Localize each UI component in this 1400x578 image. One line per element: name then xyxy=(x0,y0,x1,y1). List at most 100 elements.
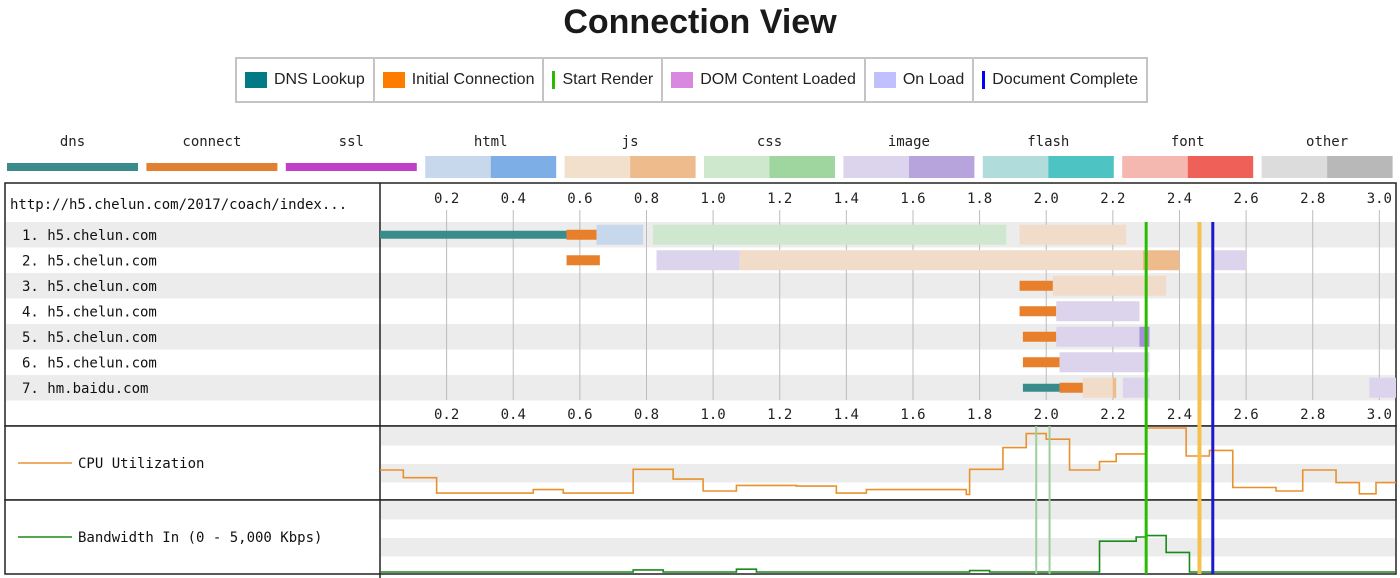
type-legend-label: connect xyxy=(182,134,241,150)
tick-label-bottom: 2.6 xyxy=(1233,407,1258,423)
type-legend-swatch xyxy=(630,156,696,178)
request-label: 7. hm.baidu.com xyxy=(22,381,148,397)
tick-label-top: 0.2 xyxy=(434,191,459,207)
tick-label-bottom: 1.4 xyxy=(834,407,859,423)
tick-label-bottom: 0.6 xyxy=(567,407,592,423)
cpu-utilization-line xyxy=(380,427,1396,496)
request-bar-connect xyxy=(1019,280,1053,291)
legend-swatch xyxy=(873,72,896,88)
legend-item-start-render: Start Render xyxy=(544,59,664,101)
legend-swatch xyxy=(982,71,986,89)
legend-label: Document Complete xyxy=(992,71,1139,88)
request-bar-image-wait xyxy=(656,250,740,271)
type-legend-swatch xyxy=(769,156,835,178)
request-bar-image xyxy=(1139,326,1150,347)
request-bar-connect xyxy=(1059,382,1083,393)
tick-label-top: 0.4 xyxy=(501,191,526,207)
cpu-label: CPU Utilization xyxy=(78,456,204,472)
tick-label-top: 1.8 xyxy=(967,191,992,207)
tick-label-bottom: 0.4 xyxy=(501,407,526,423)
request-bar-connect xyxy=(1022,357,1060,368)
tick-label-top: 3.0 xyxy=(1367,191,1392,207)
request-bar-js xyxy=(1112,377,1117,398)
legend-item-on-load: On Load xyxy=(866,59,975,101)
type-legend-swatch xyxy=(425,156,491,178)
bandwidth-label: Bandwidth In (0 - 5,000 Kbps) xyxy=(78,530,322,546)
request-label: 6. h5.chelun.com xyxy=(22,355,157,371)
request-bar-connect xyxy=(1022,331,1057,342)
type-legend-label: html xyxy=(474,134,508,150)
request-bar-image-wait xyxy=(1056,301,1140,322)
legend-label: DNS Lookup xyxy=(274,71,365,88)
tick-label-bottom: 0.2 xyxy=(434,407,459,423)
tick-label-bottom: 2.2 xyxy=(1100,407,1125,423)
request-bar-image-wait xyxy=(1212,250,1247,271)
type-legend-swatch xyxy=(1122,156,1188,178)
tick-label-top: 2.2 xyxy=(1100,191,1125,207)
type-legend-swatch xyxy=(1048,156,1114,178)
type-legend-label: other xyxy=(1306,134,1348,150)
tick-label-top: 0.6 xyxy=(567,191,592,207)
type-legend-swatch xyxy=(146,163,278,171)
tick-label-bottom: 3.0 xyxy=(1367,407,1392,423)
row-band xyxy=(6,273,1395,299)
tick-label-bottom: 0.8 xyxy=(634,407,659,423)
tick-label-bottom: 2.4 xyxy=(1167,407,1192,423)
tick-label-bottom: 1.6 xyxy=(900,407,925,423)
panel-band xyxy=(381,464,1395,483)
page-title: Connection View xyxy=(563,3,837,41)
type-legend-label: image xyxy=(888,134,930,150)
tick-label-bottom: 1.2 xyxy=(767,407,792,423)
type-legend-label: font xyxy=(1171,134,1205,150)
marker-legend: DNS Lookup Initial Connection Start Render… xyxy=(235,57,1149,103)
tick-label-top: 1.4 xyxy=(834,191,859,207)
page-url: http://h5.chelun.com/2017/coach/index... xyxy=(10,197,347,213)
request-label: 3. h5.chelun.com xyxy=(22,279,157,295)
panel-band xyxy=(381,427,1395,446)
type-legend-label: flash xyxy=(1027,134,1069,150)
type-legend-swatch xyxy=(490,156,557,178)
tick-label-top: 1.2 xyxy=(767,191,792,207)
request-bar-js xyxy=(1142,250,1180,271)
request-bar-html-wait xyxy=(596,224,644,245)
legend-item-initial-connection: Initial Connection xyxy=(375,59,545,101)
tick-label-top: 0.8 xyxy=(634,191,659,207)
request-label: 1. h5.chelun.com xyxy=(22,228,157,244)
request-bar-image-wait xyxy=(1056,326,1140,347)
request-bar-connect xyxy=(1019,306,1057,317)
tick-label-top: 1.6 xyxy=(900,191,925,207)
request-bar-image-wait xyxy=(1369,377,1396,398)
tick-label-bottom: 1.0 xyxy=(700,407,725,423)
request-bar-dns xyxy=(1022,383,1060,392)
legend-label: Start Render xyxy=(562,71,654,88)
request-bar-image-wait xyxy=(1059,352,1150,373)
request-bar-js-wait xyxy=(1052,275,1167,296)
request-bar-js-wait xyxy=(1019,224,1127,245)
type-legend-label: ssl xyxy=(339,134,364,150)
tick-label-top: 2.6 xyxy=(1233,191,1258,207)
type-legend-swatch xyxy=(7,163,138,171)
type-legend-swatch xyxy=(704,156,770,178)
tick-label-bottom: 2.8 xyxy=(1300,407,1325,423)
type-legend-swatch xyxy=(1327,156,1393,178)
request-bar-css-wait xyxy=(653,224,1007,245)
legend-item-dom-content-loaded: DOM Content Loaded xyxy=(663,59,866,101)
type-legend-swatch xyxy=(1187,156,1254,178)
type-legend-swatch xyxy=(564,156,631,178)
type-legend-label: css xyxy=(757,134,782,150)
type-legend-swatch xyxy=(908,156,975,178)
tick-label-top: 2.0 xyxy=(1034,191,1059,207)
request-bar-connect xyxy=(566,255,600,266)
request-bar-connect xyxy=(566,229,597,240)
type-legend-swatch xyxy=(843,156,909,178)
request-bar-dns xyxy=(380,230,567,239)
request-bar-image-wait xyxy=(1122,377,1150,398)
request-label: 2. h5.chelun.com xyxy=(22,253,157,269)
legend-swatch xyxy=(382,72,405,88)
legend-label: DOM Content Loaded xyxy=(700,71,856,88)
legend-swatch xyxy=(671,72,694,88)
legend-swatch xyxy=(245,72,267,88)
tick-label-top: 2.8 xyxy=(1300,191,1325,207)
request-label: 4. h5.chelun.com xyxy=(22,304,157,320)
